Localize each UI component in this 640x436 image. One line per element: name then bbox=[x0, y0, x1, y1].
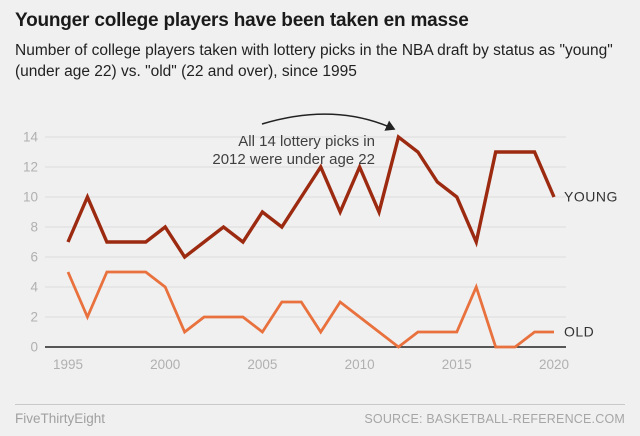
series-line-old bbox=[66, 270, 554, 349]
annotation-text-line: All 14 lottery picks in bbox=[238, 133, 375, 150]
x-tick-label: 2020 bbox=[539, 357, 569, 372]
y-tick-label: 12 bbox=[23, 160, 38, 175]
x-axis-tick-labels: 1995 2000 2005 2010 2015 2020 bbox=[53, 357, 569, 372]
brand-credit: FiveThirtyEight bbox=[15, 411, 106, 426]
series-label-young: YOUNG bbox=[564, 189, 618, 205]
data-series-lines bbox=[66, 134, 556, 349]
x-tick-label: 2010 bbox=[345, 357, 375, 372]
y-tick-label: 8 bbox=[30, 220, 38, 235]
annotation-arrow-icon bbox=[261, 113, 396, 131]
y-tick-label: 4 bbox=[30, 280, 38, 295]
x-tick-label: 1995 bbox=[53, 357, 83, 372]
y-axis-tick-labels: 0 2 4 6 8 10 12 14 bbox=[23, 130, 39, 355]
y-tick-label: 0 bbox=[30, 340, 38, 355]
y-tick-label: 10 bbox=[23, 190, 38, 205]
x-tick-label: 2000 bbox=[150, 357, 180, 372]
annotation-text-line: 2012 were under age 22 bbox=[212, 151, 375, 168]
x-tick-label: 2015 bbox=[442, 357, 472, 372]
y-tick-label: 6 bbox=[30, 250, 38, 265]
x-tick-label: 2005 bbox=[247, 357, 277, 372]
series-line-young bbox=[66, 134, 556, 260]
chart-title: Younger college players have been taken … bbox=[15, 10, 469, 31]
source-credit: SOURCE: BASKETBALL-REFERENCE.COM bbox=[364, 411, 625, 426]
chart-header: Younger college players have been taken … bbox=[15, 10, 621, 83]
y-tick-label: 2 bbox=[30, 310, 38, 325]
series-label-old: OLD bbox=[564, 324, 594, 340]
chart-subtitle: Number of college players taken with lot… bbox=[15, 41, 613, 81]
series-end-labels: YOUNG OLD bbox=[564, 189, 618, 340]
y-tick-label: 14 bbox=[23, 130, 39, 145]
footer: FiveThirtyEight SOURCE: BASKETBALL-REFER… bbox=[15, 404, 625, 426]
